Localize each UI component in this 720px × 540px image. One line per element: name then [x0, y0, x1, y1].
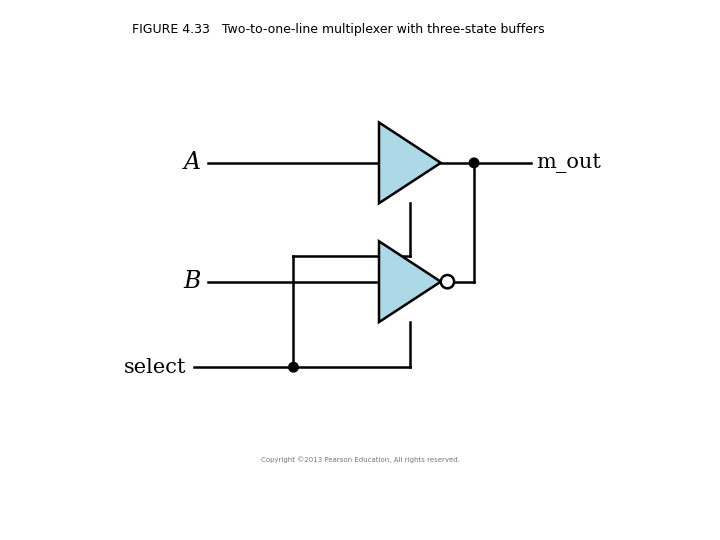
Text: select: select [124, 357, 186, 377]
Text: ALWAYS LEARNING: ALWAYS LEARNING [14, 509, 109, 517]
Text: A: A [184, 151, 201, 174]
Text: m_out: m_out [536, 153, 600, 173]
Circle shape [289, 362, 298, 372]
Circle shape [441, 275, 454, 288]
Polygon shape [379, 123, 441, 203]
Text: PEARSON: PEARSON [597, 504, 698, 522]
Text: FIGURE 4.33   Two-to-one-line multiplexer with three-state buffers: FIGURE 4.33 Two-to-one-line multiplexer … [132, 23, 544, 36]
Text: Copyright ©2013 by Pearson Education, Inc.
All rights reserved.: Copyright ©2013 by Pearson Education, In… [446, 503, 617, 523]
Circle shape [469, 158, 479, 167]
Text: Copyright ©2013 Pearson Education, All rights reserved.: Copyright ©2013 Pearson Education, All r… [261, 456, 459, 463]
Text: Digital Design: With an Introduction to the Verilog HDL, 5e
M. Morris Mano ■ Mic: Digital Design: With an Introduction to … [137, 503, 360, 523]
Text: B: B [184, 270, 201, 293]
Polygon shape [379, 241, 441, 322]
